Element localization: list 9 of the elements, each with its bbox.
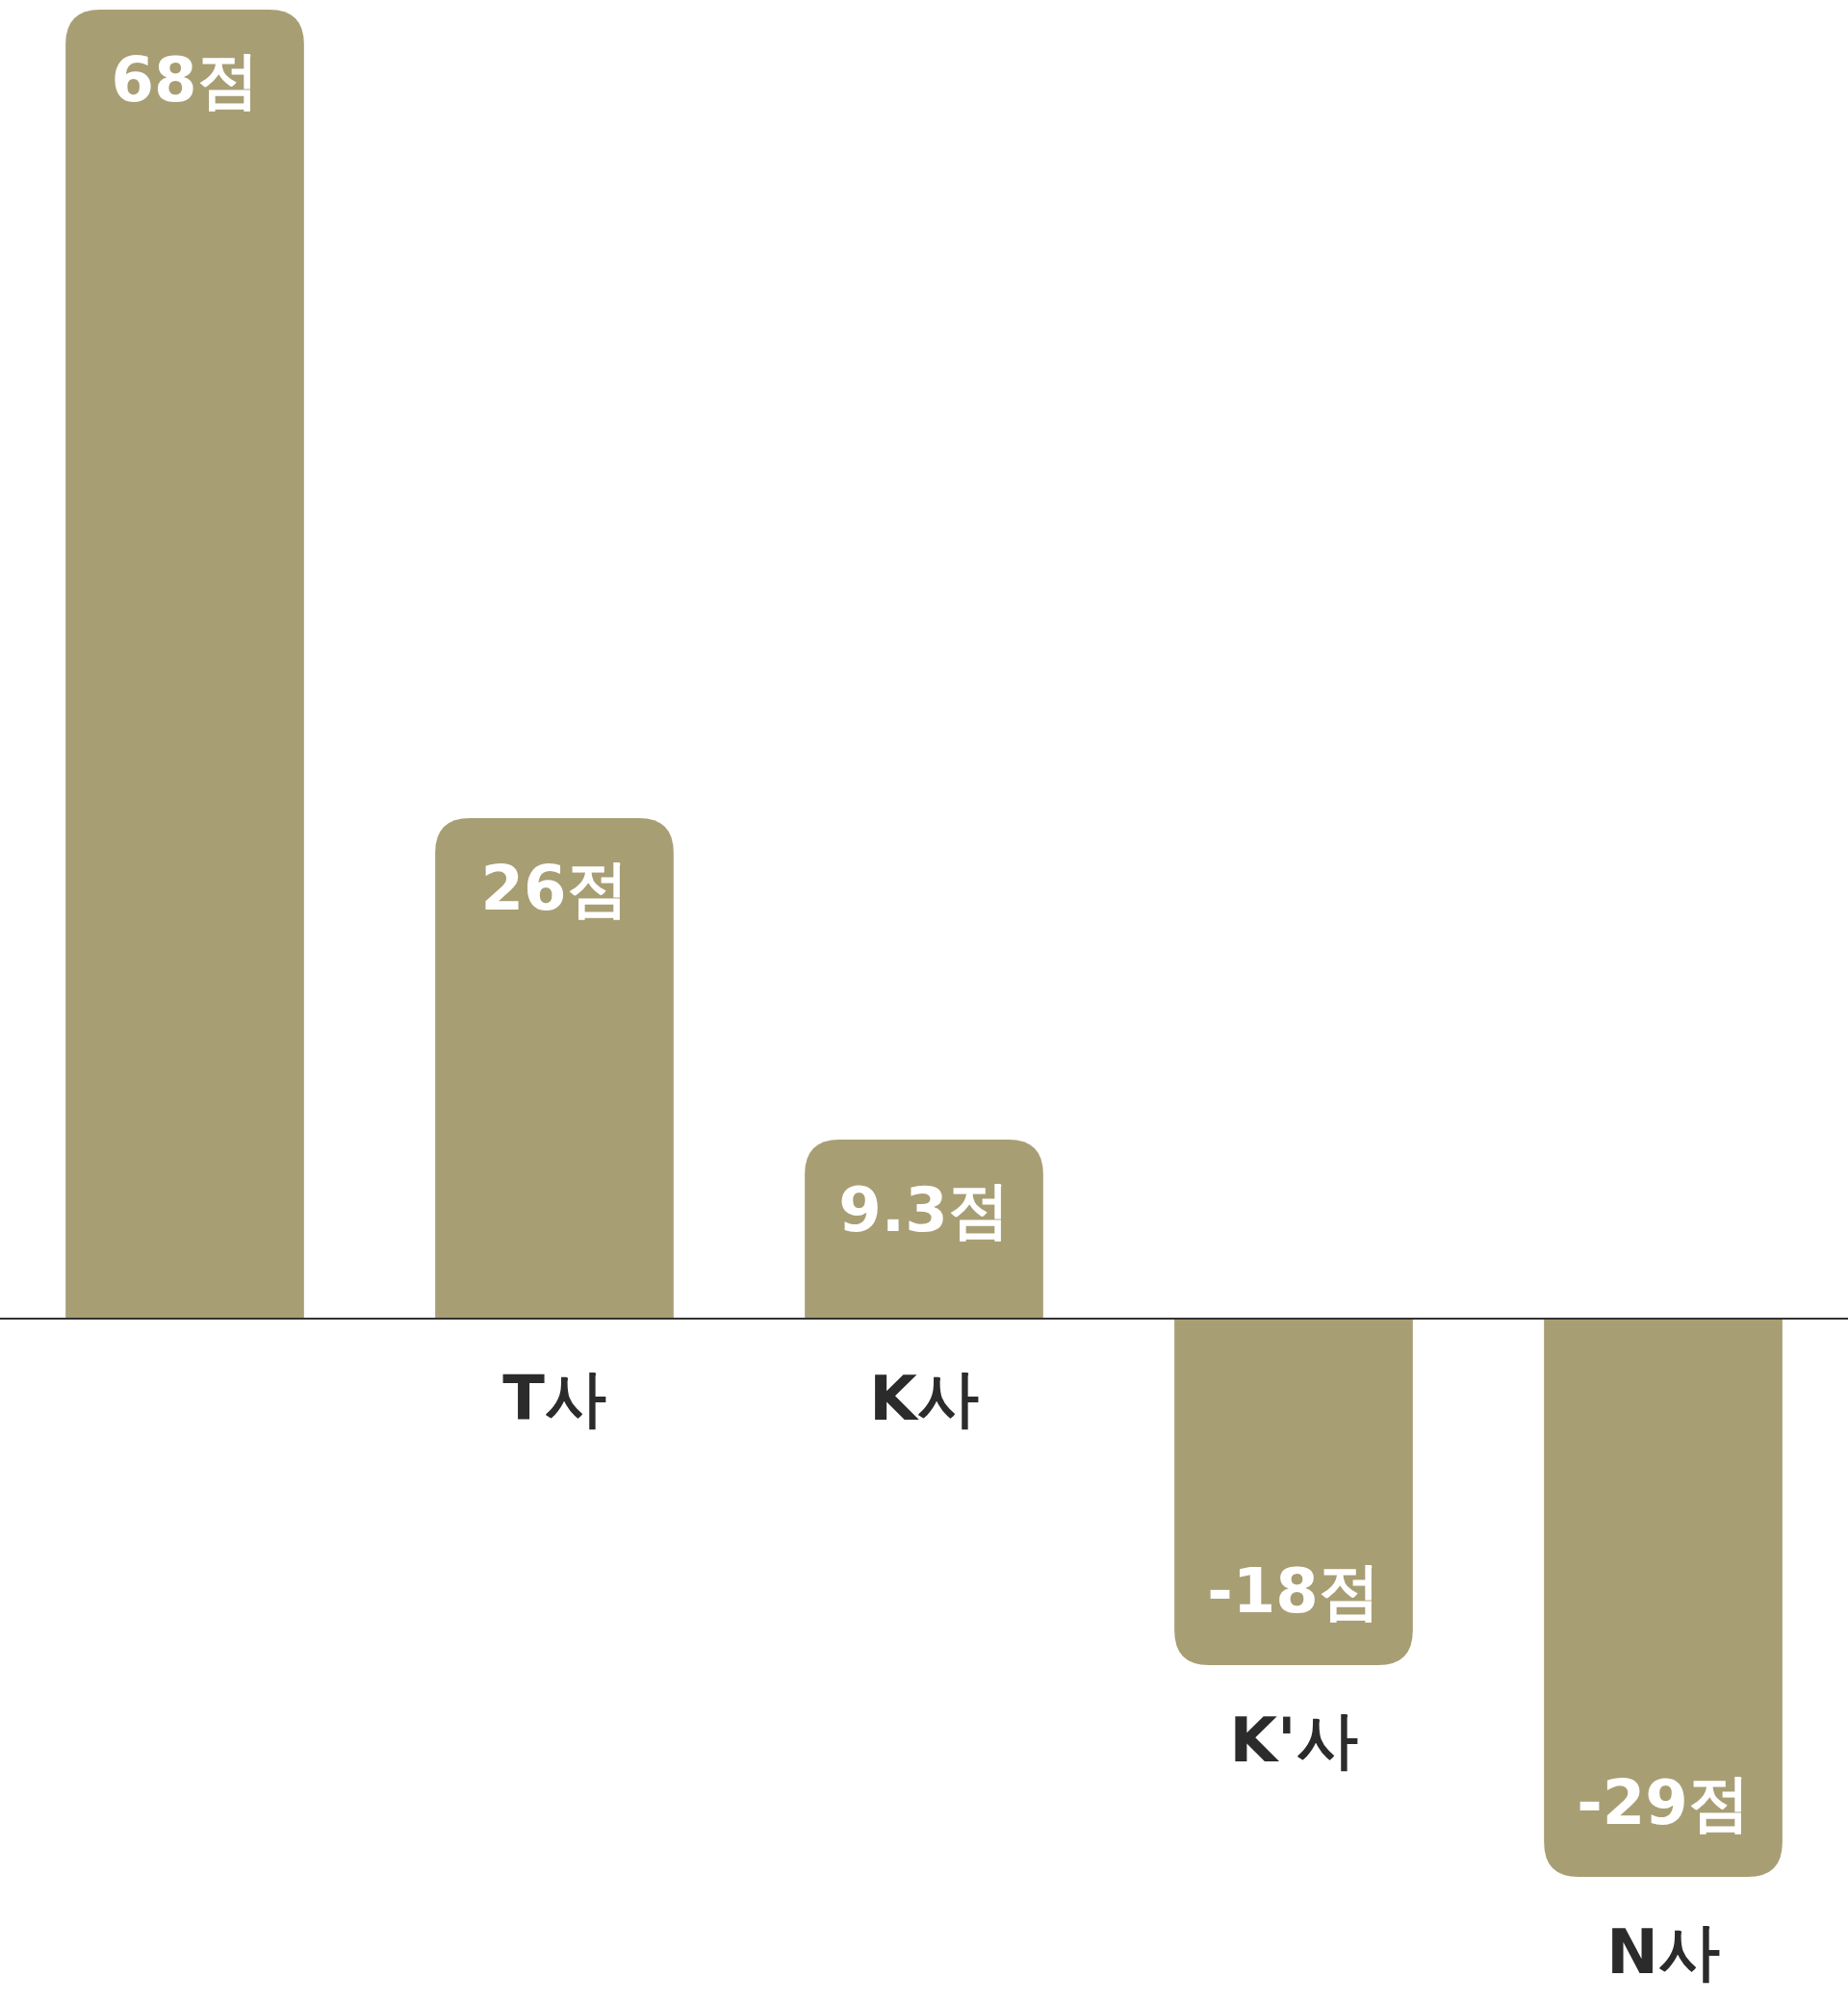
x-tick-label: K'사: [1229, 1705, 1358, 1776]
data-label: -18점: [1207, 1555, 1380, 1627]
x-tick-label: T사: [502, 1363, 606, 1434]
data-label: 26점: [480, 853, 629, 924]
data-label: -29점: [1577, 1767, 1750, 1838]
data-label: 9.3점: [838, 1174, 1010, 1245]
x-tick-label: K사: [869, 1363, 979, 1434]
x-tick-label: N사: [1606, 1916, 1720, 1988]
data-label: 68점: [111, 44, 259, 116]
